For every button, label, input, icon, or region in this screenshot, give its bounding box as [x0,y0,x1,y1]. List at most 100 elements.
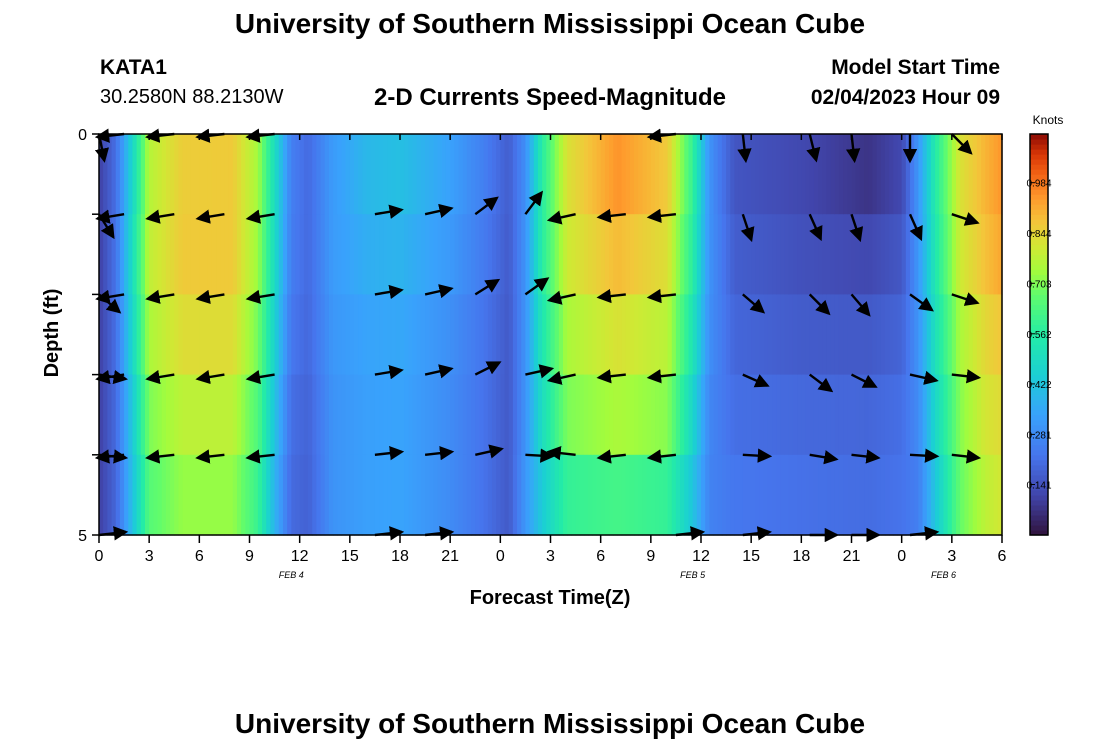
current-vector-arrow [951,292,980,306]
current-vector-arrow [245,449,275,464]
colorbar-swatch [1030,424,1048,431]
heatmap-cell [838,454,844,536]
heatmap-cell [199,294,205,376]
heatmap-cell [546,294,552,376]
heatmap-cell [278,134,284,215]
heatmap-cell [609,454,614,536]
heatmap-cell [249,134,255,215]
heatmap-cell [199,134,205,215]
colorbar-swatch [1030,194,1048,200]
current-vector-arrow [596,449,626,464]
heatmap-cell [178,294,184,376]
heatmap-cell [897,134,903,215]
heatmap-cell [303,374,309,456]
heatmap-cell [161,214,167,295]
colorbar-swatch [1030,159,1048,165]
current-vector-arrow [524,190,544,215]
heatmap-cell [546,374,552,456]
heatmap-cell [253,374,259,456]
heatmap-cell [680,294,685,376]
heatmap-cell [851,214,857,295]
heatmap-cell [282,134,288,215]
heatmap-cell [491,214,497,295]
heatmap-cell [190,454,196,536]
heatmap-cell [583,214,589,295]
heatmap-cell [726,374,731,456]
model-start-label: Model Start Time [831,56,1000,79]
heatmap-cell [550,374,556,456]
heatmap-cell [730,374,736,456]
heatmap-cell [922,454,928,536]
heatmap-cell [308,134,313,215]
heatmap-cell [161,134,167,215]
heatmap-cell [425,214,430,295]
heatmap-cell [763,454,769,536]
heatmap-cell [776,454,782,536]
heatmap-cell [395,134,401,215]
heatmap-cell [759,134,765,215]
heatmap-cell [968,134,974,215]
current-vector-arrow [646,288,677,304]
heatmap-cell [374,374,380,456]
heatmap-cell [675,294,681,376]
heatmap-cell [705,134,710,215]
heatmap-cell [253,134,259,215]
colorbar-swatch [1030,239,1048,245]
heatmap-cell [450,214,455,295]
heatmap-cell [663,294,669,376]
heatmap-cell [153,134,159,215]
heatmap-cell [788,454,794,536]
heatmap-cell [956,134,961,215]
heatmap-cell [400,294,405,376]
heatmap-cell [717,294,723,376]
heatmap-cell [211,294,217,376]
heatmap-cell [487,294,493,376]
heatmap-cell [897,294,903,376]
heatmap-cell [496,134,501,215]
heatmap-cell [613,294,618,376]
heatmap-cell [655,294,660,376]
heatmap-cell [751,214,756,295]
heatmap-cell [454,134,460,215]
heatmap-cell [199,454,205,536]
heatmap-cell [767,294,773,376]
heatmap-cell [981,454,986,536]
heatmap-cell [596,214,602,295]
heatmap-cell [939,374,945,456]
current-vector-arrow [424,203,454,218]
heatmap-cell [617,134,623,215]
heatmap-cell [308,454,313,536]
heatmap-cell [241,454,246,536]
heatmap-cell [324,454,330,536]
heatmap-cell [119,214,125,295]
heatmap-cell [504,374,510,456]
heatmap-cell [165,374,171,456]
heatmap-cell [939,134,945,215]
current-vector-arrow [245,209,275,224]
heatmap-cell [617,294,623,376]
heatmap-cell [483,214,489,295]
heatmap-cell [128,134,134,215]
heatmap-cell [805,214,811,295]
heatmap-cell [755,294,761,376]
heatmap-cell [136,454,142,536]
heatmap-cell [408,454,414,536]
heatmap-cell [976,214,982,295]
heatmap-cell [149,134,154,215]
heatmap-cell [291,294,297,376]
heatmap-cell [420,214,426,295]
heatmap-cell [822,214,828,295]
heatmap-cell [445,214,451,295]
heatmap-cell [266,374,271,456]
heatmap-cell [563,134,568,215]
current-vector-arrow [145,209,175,224]
heatmap-cell [195,454,200,536]
heatmap-cell [216,134,221,215]
heatmap-cell [224,134,230,215]
heatmap-cell [822,294,828,376]
heatmap-cell [324,134,330,215]
heatmap-cell [930,134,936,215]
heatmap-cell [797,374,802,456]
colorbar-swatch [1030,459,1048,466]
heatmap-cell [216,294,221,376]
